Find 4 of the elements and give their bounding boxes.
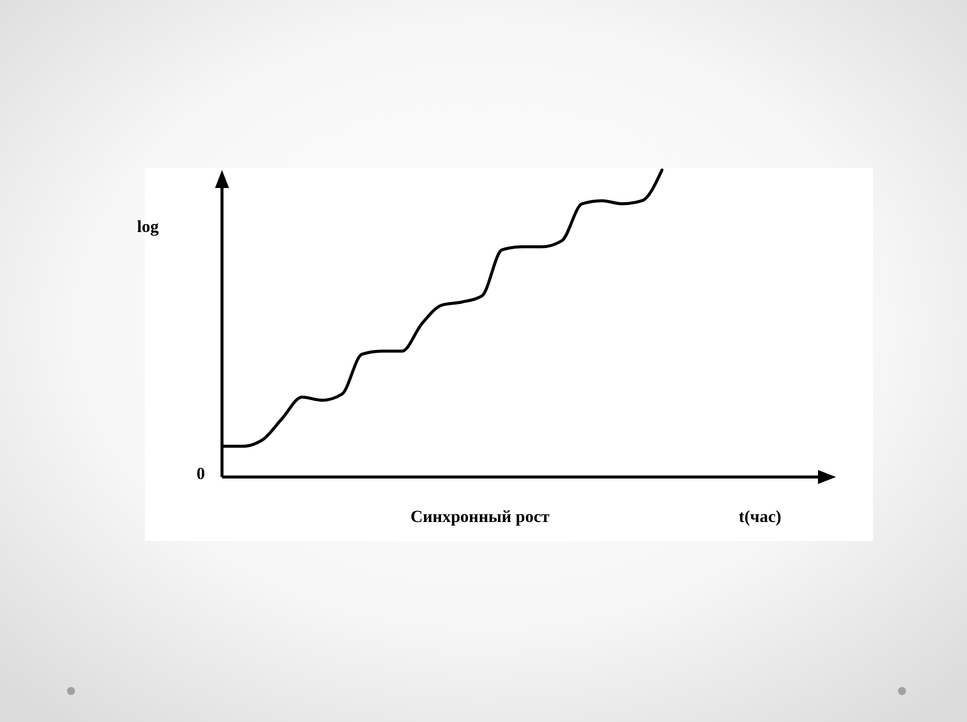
x-axis-title: t(час) (738, 507, 782, 526)
text: 0 (196, 464, 205, 483)
text: Синхронный рост (410, 507, 550, 526)
y-axis-title: log (137, 217, 160, 236)
